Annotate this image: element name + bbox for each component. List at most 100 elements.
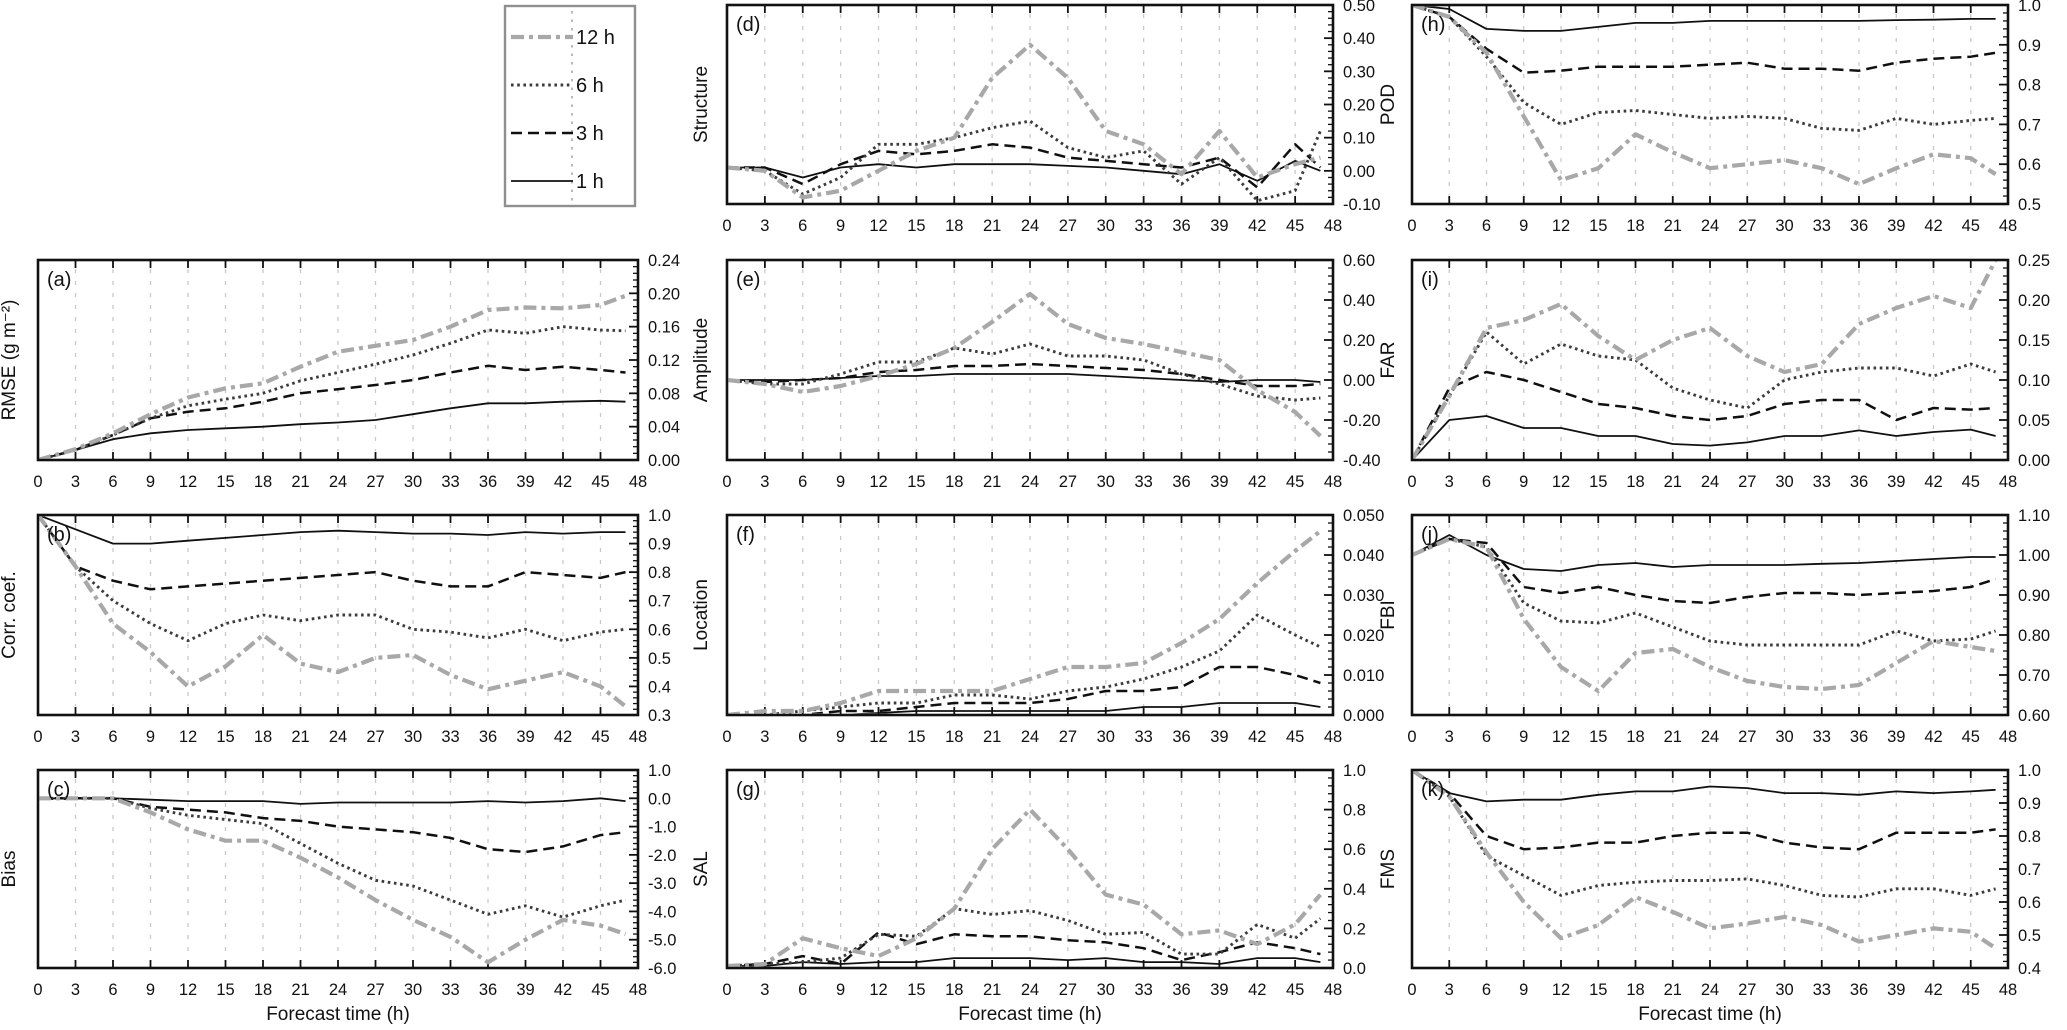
legend-label-h3: 3 h: [576, 123, 604, 145]
y-tick-label: 0.10: [1343, 130, 1375, 148]
curve-h3-panel-c: [39, 797, 626, 854]
x-tick-label: 36: [1850, 217, 1868, 235]
y-tick-label: 0.90: [2018, 587, 2050, 605]
y-tick-label: 0.5: [648, 650, 671, 668]
x-tick-label: 18: [254, 981, 272, 999]
x-tick-label: 24: [329, 473, 347, 491]
x-tick-label: 33: [441, 473, 459, 491]
x-tick-label: 0: [1407, 217, 1416, 235]
plot-frame: [1410, 3, 2010, 206]
y-tick-label: 0.80: [2018, 627, 2050, 645]
y-tick-label: -4.0: [648, 903, 676, 921]
x-tick-label: 45: [1962, 473, 1980, 491]
y-tick-label: 0.8: [1343, 802, 1366, 820]
x-tick-label: 36: [1850, 473, 1868, 491]
y-tick-label: 0.2: [1343, 920, 1366, 938]
y-tick-label: 0.050: [1343, 507, 1384, 525]
x-tick-label: 18: [945, 728, 963, 746]
plot-frame: [1410, 768, 2010, 970]
legend: 12 h 6 h 3 h 1 h: [503, 4, 637, 208]
x-tick-label: 36: [479, 473, 497, 491]
x-tick-label: 0: [722, 728, 731, 746]
x-tick-label: 15: [1589, 473, 1607, 491]
x-tick-label: 27: [1738, 473, 1756, 491]
panel-letter: (f): [736, 524, 755, 546]
plot-frame: [36, 258, 640, 462]
curve-h1-panel-f: [851, 702, 1321, 714]
y-tick-label: 0.040: [1343, 547, 1384, 565]
y-tick-label: 0.010: [1343, 667, 1384, 685]
x-tick-label: 18: [1626, 217, 1644, 235]
x-tick-label: 39: [1210, 728, 1228, 746]
y-axis-label: Amplitude: [691, 318, 712, 403]
x-tick-label: 6: [798, 217, 807, 235]
x-tick-label: 18: [945, 473, 963, 491]
curve-h3-panel-f: [805, 665, 1321, 714]
y-tick-label: 1.0: [2018, 762, 2041, 780]
y-tick-label: 0.6: [2018, 894, 2041, 912]
x-tick-label: 9: [1519, 473, 1528, 491]
x-tick-label: 33: [1813, 981, 1831, 999]
x-tick-label: 42: [1924, 473, 1942, 491]
x-tick-label: 21: [1664, 473, 1682, 491]
curve-h1-panel-g: [728, 957, 1321, 967]
legend-frame: [503, 4, 637, 208]
x-tick-label: 27: [1059, 981, 1077, 999]
panel-g: 0.00.20.40.60.81.00 3 6 9 12 15 18 21 24 27 30 33 36…: [691, 762, 1366, 1025]
panel-letter: (j): [1421, 524, 1439, 546]
y-axis-label: FAR: [1378, 342, 1399, 379]
x-tick-label: 42: [554, 981, 572, 999]
x-tick-label: 45: [591, 473, 609, 491]
y-tick-label: 0.04: [648, 419, 680, 437]
x-tick-label: 36: [1850, 728, 1868, 746]
x-tick-label: 27: [366, 981, 384, 999]
x-tick-label: 30: [1775, 217, 1793, 235]
x-tick-label: 15: [907, 981, 925, 999]
x-tick-label: 27: [1059, 217, 1077, 235]
x-tick-label: 6: [1482, 473, 1491, 491]
y-tick-label: 0.00: [1343, 372, 1375, 390]
panel-j: 0.600.700.800.901.001.100 3 6 9 12 15 18 21 24 27…: [1378, 507, 2050, 746]
x-tick-label: 9: [1519, 981, 1528, 999]
plot-frame: [1410, 258, 2010, 462]
y-tick-label: 1.0: [2018, 0, 2041, 15]
x-tick-label: 15: [1589, 217, 1607, 235]
x-tick-label: 21: [291, 473, 309, 491]
y-tick-label: 0.6: [1343, 841, 1366, 859]
x-axis-label: Forecast time (h): [266, 1004, 410, 1025]
plot-frame: [725, 258, 1335, 462]
curve-h3-panel-j: [1413, 537, 1996, 605]
x-tick-label: 36: [1850, 981, 1868, 999]
x-tick-label: 3: [760, 217, 769, 235]
x-tick-label: 0: [722, 473, 731, 491]
x-tick-label: 12: [869, 217, 887, 235]
y-tick-label: -1.0: [648, 819, 676, 837]
x-tick-label: 21: [1664, 728, 1682, 746]
x-tick-label: 33: [441, 728, 459, 746]
y-tick-label: 0.00: [2018, 452, 2050, 470]
x-tick-label: 18: [945, 981, 963, 999]
x-tick-label: 48: [1324, 981, 1342, 999]
plot-frame: [36, 513, 640, 717]
x-tick-label: 39: [1887, 981, 1905, 999]
x-tick-label: 45: [1286, 728, 1304, 746]
curve-h12-panel-i: [1413, 261, 1998, 459]
y-tick-label: 0.5: [2018, 196, 2041, 214]
curve-h3-panel-a: [39, 364, 626, 459]
x-tick-label: 30: [404, 728, 422, 746]
plot-frame: [36, 768, 640, 970]
x-tick-label: 9: [836, 728, 845, 746]
x-tick-label: 15: [1589, 728, 1607, 746]
legend-label-h6: 6 h: [576, 75, 604, 97]
y-tick-label: 0.20: [648, 285, 680, 303]
y-tick-label: -3.0: [648, 875, 676, 893]
x-tick-label: 3: [1445, 981, 1454, 999]
plot-frame: [725, 3, 1335, 206]
x-tick-label: 33: [441, 981, 459, 999]
x-tick-label: 15: [216, 473, 234, 491]
x-tick-label: 30: [1097, 217, 1115, 235]
x-tick-label: 30: [1097, 473, 1115, 491]
x-tick-label: 3: [1445, 473, 1454, 491]
x-tick-label: 36: [1172, 981, 1190, 999]
